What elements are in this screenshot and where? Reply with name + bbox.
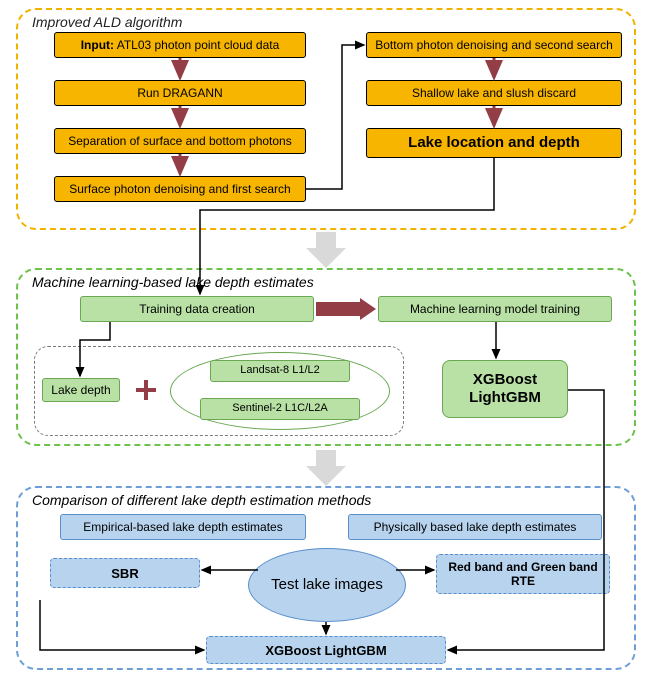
section1-title: Improved ALD algorithm [32,14,182,30]
ald-surface-denoise-box: Surface photon denoising and first searc… [54,176,306,202]
sbr-box: SBR [50,558,200,588]
ald-discard-box: Shallow lake and slush discard [366,80,622,106]
section2-title: Machine learning-based lake depth estima… [32,274,314,290]
lake-depth-box: Lake depth [42,378,120,402]
ml-methods-box: XGBoost LightGBM [442,360,568,418]
test-images-label: Test lake images [271,576,383,594]
ald-input-label: Input: ATL03 photon point cloud data [81,38,280,52]
ald-bottom-denoise-box: Bottom photon denoising and second searc… [366,32,622,58]
ald-input-box: Input: ATL03 photon point cloud data [54,32,306,58]
landsat-box: Landsat-8 L1/L2 [210,360,350,382]
lightgbm-label: LightGBM [469,389,541,407]
ald-output-box: Lake location and depth [366,128,622,158]
sentinel-box: Sentinel-2 L1C/L2A [200,398,360,420]
empirical-box: Empirical-based lake depth estimates [60,514,306,540]
xgboost-label: XGBoost [473,371,537,389]
ald-dragan-box: Run DRAGANN [54,80,306,106]
ml-model-training: Machine learning model training [378,296,612,322]
ml-training-creation: Training data creation [80,296,314,322]
test-images-ellipse: Test lake images [248,548,406,622]
physical-box: Physically based lake depth estimates [348,514,602,540]
rte-box: Red band and Green band RTE [436,554,610,594]
bottom-ml-box: XGBoost LightGBM [206,636,446,664]
section3-title: Comparison of different lake depth estim… [32,492,371,508]
ald-separation-box: Separation of surface and bottom photons [54,128,306,154]
